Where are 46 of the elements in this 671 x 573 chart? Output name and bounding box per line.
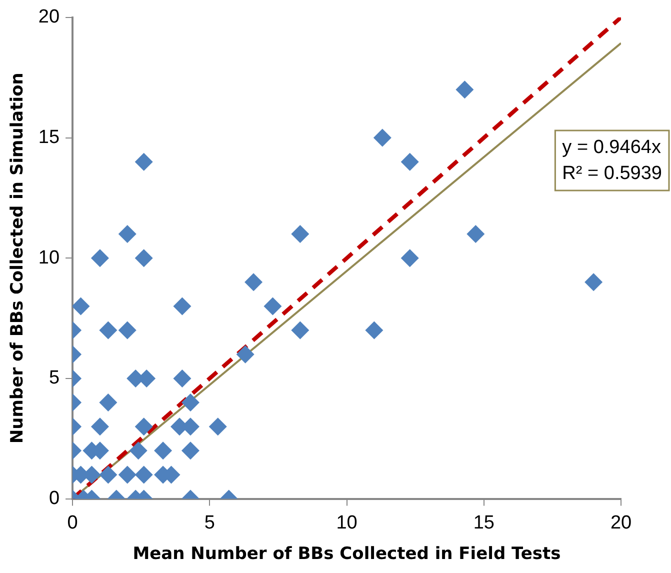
point [134, 152, 153, 171]
x-tick-label: 15 [473, 512, 494, 534]
point [244, 273, 263, 292]
point [181, 394, 200, 412]
y-tick-label: 5 [48, 368, 60, 389]
y-tick-label: 0 [48, 488, 60, 510]
point [134, 418, 153, 436]
point [365, 321, 384, 340]
point [118, 225, 136, 244]
annotation: y = 0.9464x [562, 136, 662, 158]
point [456, 80, 474, 99]
y-tick-label: 10 [38, 247, 60, 268]
x-axis-title: Mean Number of BBs Collected in Field Tests [132, 544, 561, 564]
point [118, 321, 136, 340]
point [208, 418, 227, 436]
y-tick-label: 15 [38, 126, 60, 148]
point [129, 442, 148, 460]
x-tick-label: 10 [336, 512, 358, 534]
point [99, 466, 118, 484]
point [99, 394, 118, 412]
point [466, 225, 485, 244]
point [72, 297, 90, 316]
point [291, 225, 310, 244]
point [236, 345, 254, 364]
point [400, 152, 419, 171]
point [90, 249, 109, 268]
point [373, 128, 392, 147]
annotation: R² = 0.5939 [562, 162, 662, 184]
point [584, 273, 603, 292]
x-tick-label: 5 [204, 512, 215, 534]
point [134, 249, 153, 268]
point [264, 297, 282, 316]
point [400, 249, 419, 268]
y-tick-label: 20 [38, 6, 60, 28]
y-axis-title: Number of BBs Collected in Simulation [8, 72, 28, 444]
point [173, 369, 192, 388]
x-tick-label: 0 [67, 512, 78, 534]
point [90, 418, 109, 436]
point [291, 321, 310, 340]
point [154, 442, 172, 460]
point [118, 466, 136, 484]
point [181, 442, 200, 460]
point [99, 321, 118, 340]
point [173, 297, 192, 316]
x-tick-label: 20 [610, 512, 632, 534]
point [134, 466, 153, 484]
